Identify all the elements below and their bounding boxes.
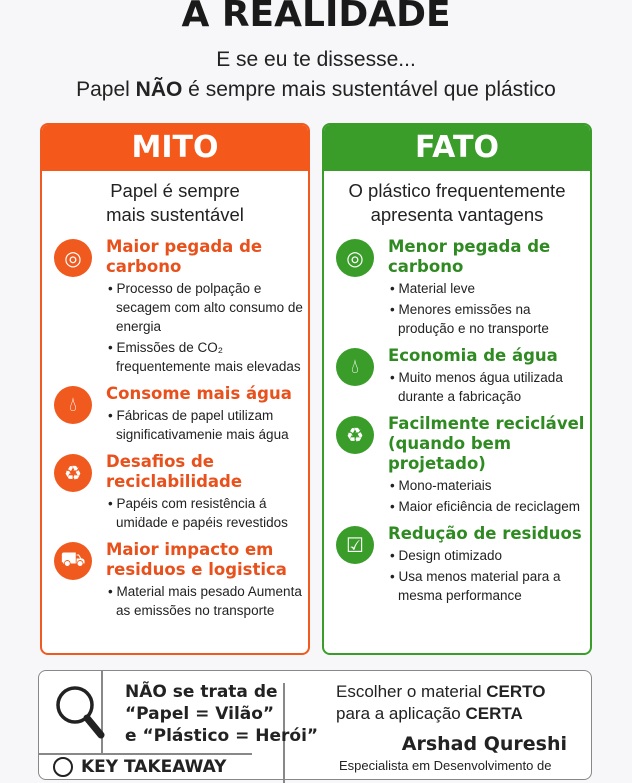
- not-about-line1: NÃO se trata de: [125, 682, 278, 702]
- item-bullet: • Usa menos material para a mesma perfor…: [390, 569, 561, 603]
- globe-icon: ◎: [336, 239, 374, 277]
- magnifier-icon: [56, 686, 105, 739]
- claim-pre: Papel: [76, 78, 136, 101]
- msg-bold1: CERTO: [486, 682, 546, 701]
- item-body: Menor pegada de carbono • Material leve • …: [388, 237, 590, 338]
- key-takeaway: KEY TAKEAWAY: [53, 757, 226, 777]
- item-title: Maior pegada de carbono: [106, 237, 263, 276]
- divider: [39, 753, 252, 755]
- list-item: ⛟ Maior impacto em residuos e logistica • …: [42, 540, 308, 620]
- not-about-line3: e “Plástico = Herói”: [125, 726, 319, 746]
- item-body: Maior impacto em residuos e logistica • M…: [106, 540, 308, 620]
- item-bullet: • Maior eficiência de reciclagem: [390, 499, 581, 514]
- item-body: Consome mais água • Fábricas de papel uti…: [106, 384, 308, 444]
- item-body: Facilmente reciclável (quando bem projet…: [388, 414, 590, 516]
- item-bullet: • Material leve: [390, 281, 476, 296]
- mito-header: MITO: [42, 125, 308, 171]
- item-body: Maior pegada de carbono • Processo de pol…: [106, 237, 308, 376]
- item-body: Economia de água • Muito menos água utili…: [388, 346, 590, 406]
- mito-card: MITO Papel é sempre mais sustentável ◎ Mai…: [40, 123, 310, 655]
- list-item: 💧︎ Economia de água • Muito menos água uti…: [324, 346, 590, 406]
- recycle-icon: ♻: [54, 454, 92, 492]
- mito-subtitle: Papel é sempre mais sustentável: [42, 179, 308, 227]
- claim-bold: NÃO: [135, 78, 183, 101]
- mito-subtitle-1: Papel é sempre: [110, 180, 240, 201]
- page-title: A REALIDADE: [181, 0, 451, 35]
- claim-post: é sempre mais sustentável que plástico: [182, 78, 556, 101]
- author-role: Especialista em Desenvolvimento de: [339, 758, 552, 773]
- fato-header: FATO: [324, 125, 590, 171]
- list-item: ♻ Facilmente reciclável (quando bem proje…: [324, 414, 590, 516]
- checkbox-icon: ☑: [336, 526, 374, 564]
- recycle-icon: ♻: [336, 416, 374, 454]
- item-bullet: • Design otimizado: [390, 548, 503, 563]
- item-bullet: • Processo de polpação e secagem com alt…: [108, 281, 303, 334]
- item-bullet: • Muito menos água utilizada durante a f…: [390, 370, 563, 404]
- item-bullet: • Material mais pesado Aumenta as emissõ…: [108, 584, 302, 618]
- info-icon: [53, 757, 73, 777]
- item-title: Desafios de reciclabilidade: [106, 452, 243, 491]
- divider: [283, 683, 285, 783]
- item-bullet: • Fábricas de papel utilizam significati…: [108, 408, 289, 442]
- globe-icon: ◎: [54, 239, 92, 277]
- item-bullet: • Menores emissões na produção e no tran…: [390, 302, 549, 336]
- item-body: Redução de residuos • Design otimizado • U…: [388, 524, 590, 605]
- subtitle: E se eu te dissesse...: [216, 48, 416, 71]
- item-bullet: • Papéis com resistência á umiḋade e pap…: [108, 496, 288, 530]
- divider: [101, 671, 103, 753]
- author-name: Arshad Qureshi: [401, 733, 567, 755]
- list-item: ◎ Menor pegada de carbono • Material leve •…: [324, 237, 590, 338]
- item-title: Redução de residuos: [388, 524, 582, 543]
- conclusion-box: NÃO se trata de “Papel = Vilão” e “Plástic…: [38, 670, 592, 783]
- water-drop-icon: 💧︎: [54, 386, 92, 424]
- fato-subtitle-1: O plástico frequentemente: [348, 180, 566, 201]
- item-title: Menor pegada de carbono: [388, 237, 551, 276]
- list-item: ◎ Maior pegada de carbono • Processo de po…: [42, 237, 308, 376]
- water-drop-icon: 💧︎: [336, 348, 374, 386]
- fato-subtitle-2: apresenta vantagens: [370, 204, 544, 225]
- list-item: ☑ Redução de residuos • Design otimizado • …: [324, 524, 590, 605]
- item-bullet: • Mono-materiais: [390, 478, 492, 493]
- item-bullet: • Emissões de CO₂ frequentemente mais el…: [108, 340, 301, 374]
- mito-subtitle-2: mais sustentável: [106, 204, 244, 225]
- item-title: Economia de água: [388, 346, 558, 365]
- not-about-line2: “Papel = Vilão”: [125, 704, 275, 724]
- item-title: Consome mais água: [106, 384, 292, 403]
- item-title: Maior impacto em residuos e logistica: [106, 540, 287, 579]
- claim: Papel NÃO é sempre mais sustentável que …: [0, 78, 632, 102]
- msg-pre2: para a aplicação: [336, 704, 466, 723]
- not-about-text: NÃO se trata de “Papel = Vilão” e “Plástic…: [125, 681, 318, 747]
- fato-card: FATO O plástico frequentemente apresenta …: [322, 123, 592, 655]
- msg-pre1: Escolher o material: [336, 682, 487, 701]
- list-item: 💧︎ Consome mais água • Fábricas de papel u…: [42, 384, 308, 444]
- fato-subtitle: O plástico frequentemente apresenta vanta…: [324, 179, 590, 227]
- right-message: Escolher o material CERTO para a aplicaçã…: [336, 681, 545, 725]
- truck-icon: ⛟: [54, 542, 92, 580]
- mito-items: ◎ Maior pegada de carbono • Processo de po…: [42, 237, 308, 620]
- item-body: Desafios de reciclabilidade • Papéis com …: [106, 452, 308, 532]
- list-item: ♻ Desafios de reciclabilidade • Papéis com…: [42, 452, 308, 532]
- msg-bold2: CERTA: [465, 704, 523, 723]
- fato-items: ◎ Menor pegada de carbono • Material leve •…: [324, 237, 590, 605]
- item-title: Facilmente reciclável (quando bem projet…: [388, 414, 585, 473]
- key-takeaway-label: KEY TAKEAWAY: [81, 757, 227, 777]
